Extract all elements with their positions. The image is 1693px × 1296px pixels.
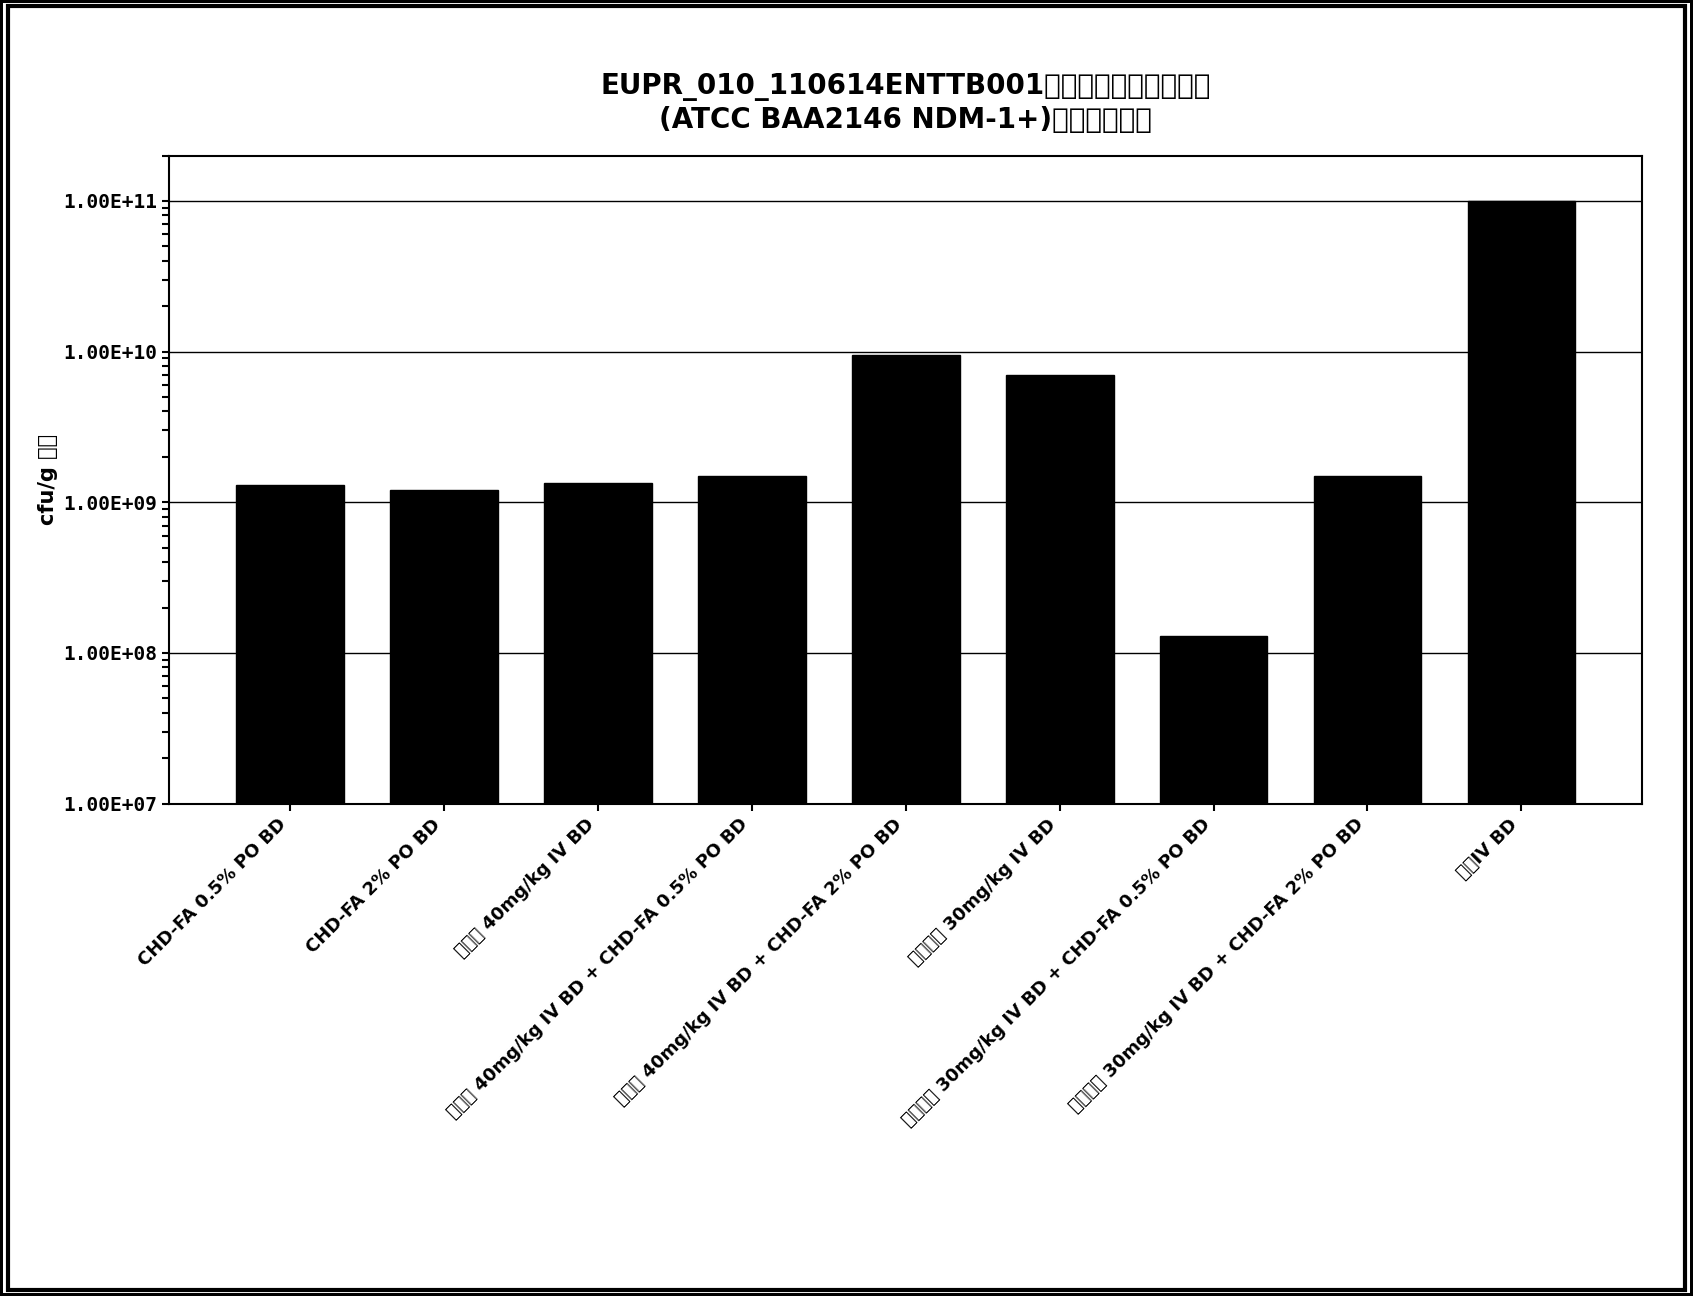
- Bar: [1160, 636, 1268, 1296]
- Bar: [543, 482, 652, 1296]
- Bar: [1468, 201, 1574, 1296]
- Y-axis label: cfu/g 大量: cfu/g 大量: [37, 434, 58, 525]
- Bar: [698, 476, 806, 1296]
- Bar: [1006, 375, 1114, 1296]
- Bar: [389, 490, 498, 1296]
- Title: EUPR_010_110614ENTTB001局部感染肺炎克雷伯菌
(ATCC BAA2146 NDM-1+)后的大量荷载: EUPR_010_110614ENTTB001局部感染肺炎克雷伯菌 (ATCC …: [601, 74, 1210, 133]
- Bar: [1314, 476, 1422, 1296]
- Bar: [852, 355, 960, 1296]
- Bar: [237, 485, 344, 1296]
